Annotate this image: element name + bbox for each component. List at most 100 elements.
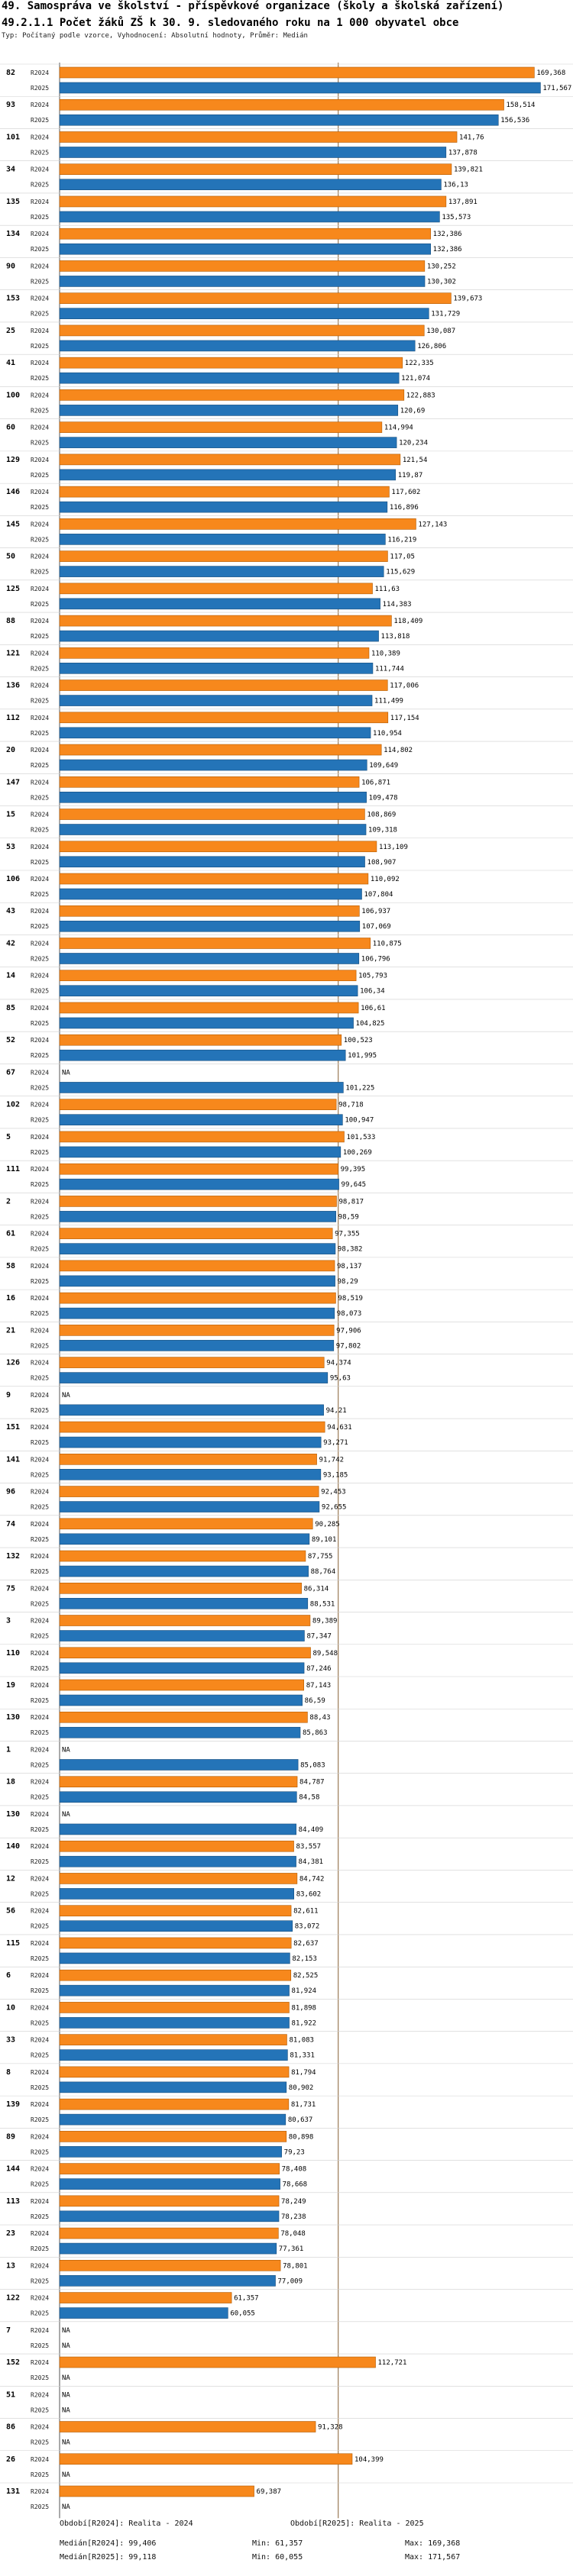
series-label-r2025: R2025 [31, 1310, 49, 1317]
series-label-r2025: R2025 [31, 1794, 49, 1801]
value-label-r2024: 105,793 [358, 973, 387, 980]
group-id-label: 106 [6, 875, 20, 883]
bar-r2024 [59, 615, 392, 627]
series-label-r2024: R2024 [31, 1231, 49, 1238]
bar-r2024 [59, 905, 360, 917]
series-label-r2024: R2024 [31, 489, 49, 496]
series-label-r2024: R2024 [31, 2069, 49, 2076]
series-label-r2025: R2025 [31, 827, 49, 834]
value-label-r2024: 130,087 [426, 328, 455, 335]
series-label-r2025: R2025 [31, 1890, 49, 1897]
series-label-r2025: R2025 [31, 1471, 49, 1478]
value-label-r2025: 81,331 [290, 2052, 315, 2060]
value-label-r2025: NA [62, 2407, 70, 2414]
group-id-label: 26 [6, 2455, 15, 2464]
value-label-r2025: 132,386 [433, 246, 462, 253]
series-label-r2025: R2025 [31, 1987, 49, 1994]
value-label-r2025: 84,409 [299, 1826, 324, 1834]
value-label-r2024: 139,821 [454, 166, 483, 174]
group-id-label: 13 [6, 2261, 15, 2270]
series-label-r2024: R2024 [31, 908, 49, 915]
series-label-r2024: R2024 [31, 1327, 49, 1334]
value-label-r2025: 98,59 [338, 1213, 359, 1221]
value-label-r2025: 85,083 [300, 1761, 325, 1769]
bar-r2024 [59, 1357, 325, 1368]
series-label-r2024: R2024 [31, 1553, 49, 1560]
group-id-label: 43 [6, 907, 15, 915]
value-label-r2024: 87,143 [306, 1682, 332, 1690]
series-label-r2024: R2024 [31, 1456, 49, 1463]
bar-r2025 [59, 2307, 228, 2319]
value-label-r2025: 107,804 [364, 891, 393, 899]
group-id-label: 86 [6, 2423, 15, 2432]
value-label-r2024: 117,006 [390, 683, 419, 690]
series-label-r2024: R2024 [31, 812, 49, 818]
value-label-r2025: 126,806 [417, 343, 446, 350]
bar-r2024 [59, 2066, 290, 2078]
series-label-r2024: R2024 [31, 2424, 49, 2431]
group-id-label: 96 [6, 1488, 15, 1496]
bar-r2024 [59, 2034, 287, 2045]
bar-r2024 [59, 2163, 280, 2174]
group-id-label: 18 [6, 1778, 15, 1787]
bar-r2024 [59, 841, 377, 853]
value-label-r2024: 98,519 [338, 1295, 363, 1303]
value-label-r2024: 83,557 [296, 1843, 322, 1851]
value-label-r2025: 88,531 [310, 1600, 335, 1608]
series-label-r2025: R2025 [31, 1278, 49, 1285]
group-id-label: 89 [6, 2132, 15, 2141]
group-id-label: 101 [6, 133, 20, 141]
value-label-r2024: 82,525 [293, 1972, 319, 1980]
value-label-r2025: 120,234 [399, 440, 428, 447]
value-label-r2024: 132,386 [433, 231, 462, 238]
value-label-r2024: 112,721 [378, 2359, 407, 2367]
series-label-r2025: R2025 [31, 2374, 49, 2381]
value-label-r2024: 117,602 [391, 489, 420, 496]
bar-r2024 [59, 357, 403, 369]
group-id-label: 145 [6, 520, 20, 528]
value-label-r2025: 137,878 [448, 149, 478, 157]
bar-r2025 [59, 469, 397, 481]
bar-r2025 [59, 2081, 287, 2093]
bar-r2025 [59, 2210, 280, 2223]
series-label-r2025: R2025 [31, 569, 49, 576]
bar-r2024 [59, 1937, 292, 1949]
bar-r2025 [59, 1630, 305, 1641]
group-id-label: 102 [6, 1101, 20, 1109]
value-label-r2025: 130,302 [427, 278, 456, 286]
bar-r2024 [59, 1905, 292, 1916]
group-id-label: 60 [6, 424, 15, 432]
series-label-r2024: R2024 [31, 424, 49, 431]
series-label-r2025: R2025 [31, 2019, 49, 2026]
bar-r2024 [59, 1325, 335, 1336]
value-label-r2024: 90,285 [315, 1521, 340, 1528]
series-label-r2024: R2024 [31, 1618, 49, 1625]
value-label-r2024: 89,548 [313, 1650, 338, 1658]
bar-r2024 [59, 292, 452, 304]
footer-median-2025: Medián[R2025]: 99,118 [60, 2553, 157, 2561]
value-label-r2024: 81,083 [289, 2037, 314, 2045]
group-id-label: 147 [6, 778, 20, 786]
value-label-r2024: 82,637 [293, 1940, 319, 1948]
bar-r2024 [59, 324, 425, 337]
series-label-r2024: R2024 [31, 1134, 49, 1141]
group-id-label: 75 [6, 1584, 15, 1593]
bar-r2024 [59, 1615, 311, 1626]
bar-r2025 [59, 534, 386, 545]
value-label-r2025: 85,863 [303, 1729, 328, 1737]
series-label-r2024: R2024 [31, 1908, 49, 1915]
value-label-r2024: 99,395 [341, 1166, 366, 1173]
series-label-r2024: R2024 [31, 2327, 49, 2334]
bar-r2025 [59, 179, 442, 191]
bar-r2024 [59, 1196, 337, 1207]
value-label-r2025: NA [62, 2374, 70, 2382]
group-id-label: 130 [6, 1810, 20, 1819]
series-label-r2025: R2025 [31, 859, 49, 866]
series-label-r2025: R2025 [31, 85, 49, 92]
value-label-r2024: 78,048 [280, 2230, 306, 2238]
group-id-label: 19 [6, 1681, 15, 1690]
value-label-r2025: 77,009 [278, 2277, 303, 2285]
group-id-label: 56 [6, 1907, 15, 1916]
group-id-label: 125 [6, 585, 20, 593]
